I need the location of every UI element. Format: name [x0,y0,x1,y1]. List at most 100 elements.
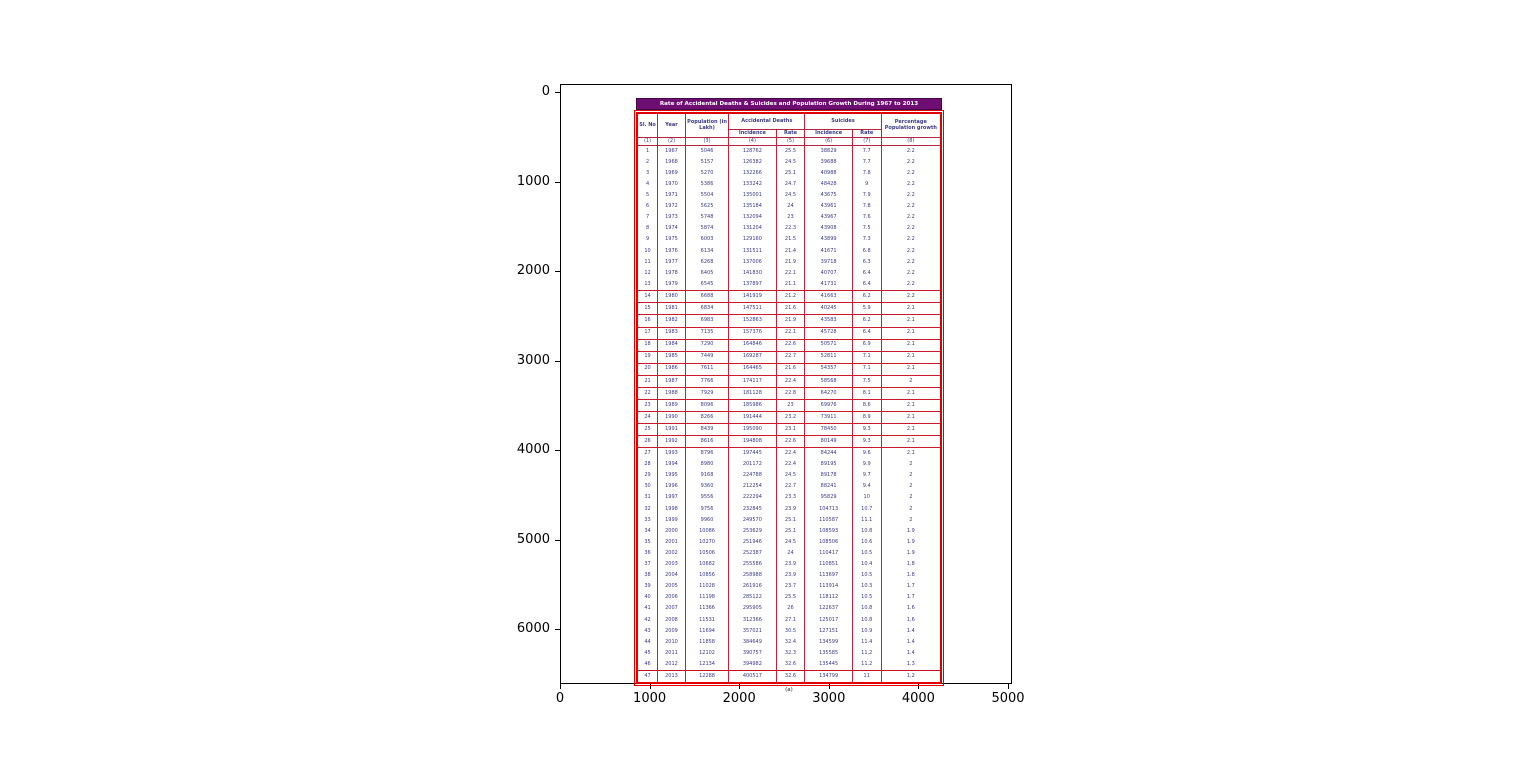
table-cell: 7449 [684,350,729,364]
table-cell: 43675 [804,190,853,202]
table-cell: 6268 [684,256,729,269]
table-cell: 11 [851,670,882,684]
table-cell: 2 [880,492,941,504]
table-cell: 13 [636,279,658,291]
table-cell: 52811 [804,350,853,364]
table-cell: 1.9 [880,526,941,538]
table-cell: 25.1 [775,515,805,527]
table-cell: 24 [775,548,805,560]
table-row: 38 2004 10856 258988 23.9 113697 10.5 1.8 [636,570,941,582]
table-row: 3 1969 5270 132266 25.1 40988 7.8 2.2 [636,168,941,180]
table-cell: 43 [636,625,658,638]
table-cell: 24.5 [775,470,805,482]
table-cell: 64270 [804,386,853,401]
table-row: 13 1979 6545 137897 21.1 41731 6.4 2.2 [636,279,941,291]
table-cell: 5386 [684,179,729,191]
table-cell: 22.8 [775,386,805,401]
table-cell: 1978 [657,268,686,280]
table-row: 44 2010 11858 384649 32.4 134599 11.4 1.4 [636,637,941,649]
table-cell: 1984 [657,338,686,352]
table-cell: 23 [775,399,805,413]
table-cell: 42 [636,614,658,626]
table-cell: 135001 [728,190,777,202]
y-tick-label: 2000 [516,263,550,278]
table-cell: 197445 [728,447,777,460]
table-cell: 95829 [804,492,853,504]
table-cell: 26 [636,435,658,449]
table-cell: 38829 [804,145,853,158]
table-cell: 137006 [728,256,777,269]
table-cell: 1970 [657,179,686,191]
table-row: 16 1982 6983 152863 21.9 43583 6.2 2.1 [636,314,941,328]
table-cell: 10.8 [851,603,882,615]
table-row: 8 1974 5874 131204 22.3 43908 7.5 2.2 [636,223,941,235]
x-tick-mark [828,684,830,689]
table-cell: 32 [636,503,658,515]
y-tick-mark [555,92,560,93]
table-cell: 2.2 [880,234,941,246]
table-cell: 2.2 [880,256,941,269]
table-cell: 10682 [684,559,729,571]
table-cell: 1971 [657,190,686,202]
table-cell: 47 [636,670,658,684]
table-cell: 6.4 [851,268,882,280]
table-cell: 5270 [684,168,729,180]
table-row: 27 1993 8796 197445 22.4 84244 9.6 2.1 [636,447,941,460]
table-cell: 2013 [657,670,686,684]
table-caption: (a) [785,687,793,694]
table-cell: 23.9 [775,570,805,582]
table-cell: 8 [636,223,658,235]
table-row: 24 1990 8266 191444 23.2 73911 8.9 2.1 [636,411,941,425]
table-cell: 10.5 [851,548,882,560]
x-tick-label: 0 [555,691,565,706]
table-cell: 23.7 [775,581,805,593]
table-cell: 384649 [728,637,777,649]
table-cell: 2.1 [880,435,941,449]
x-tick-label: 1000 [633,691,667,706]
table-cell: 1987 [657,374,686,388]
table-cell: 191444 [728,411,777,425]
table-row: 25 1991 8439 195090 23.1 78450 9.3 2.1 [636,423,941,437]
col-header-population: Population (in Lakh) [684,113,729,138]
table-cell: 24.7 [775,179,805,191]
table-row: 32 1998 9756 232845 23.9 104713 10.7 2 [636,503,941,515]
table-cell: 48428 [804,179,853,191]
y-tick-mark [555,271,560,272]
table-cell: 1985 [657,350,686,364]
table-row: 19 1985 7449 169287 22.7 52811 7.1 2.1 [636,350,941,364]
table-cell: 19 [636,350,658,364]
table-cell: 1.4 [880,648,941,660]
table-cell: 400517 [728,670,777,684]
table-cell: 147511 [728,302,777,316]
table-cell: 6834 [684,302,729,316]
table-cell: 38 [636,570,658,582]
table-cell: 7.7 [851,145,882,158]
table-cell: 7290 [684,338,729,352]
table-cell: 28 [636,459,658,471]
table-cell: 32.6 [775,670,805,684]
table-cell: 11028 [684,581,729,593]
table-cell: 10.6 [851,537,882,549]
column-number: (5) [775,137,805,146]
table-cell: 285122 [728,592,777,604]
table-cell: 8439 [684,423,729,437]
table-cell: 253629 [728,526,777,538]
table-cell: 12288 [684,670,729,684]
table-cell: 43961 [804,201,853,213]
table-cell: 232845 [728,503,777,515]
table-cell: 6.4 [851,279,882,291]
table-cell: 7766 [684,374,729,388]
table-cell: 135585 [804,648,853,660]
table-cell: 2002 [657,548,686,560]
table-cell: 21 [636,374,658,388]
table-cell: 12102 [684,648,729,660]
table-row: 43 2009 11694 357021 30.5 127151 10.9 1.4 [636,625,941,638]
table-cell: 194808 [728,435,777,449]
table-cell: 212254 [728,481,777,493]
table-row: 33 1999 9960 249570 25.1 110587 11.1 2 [636,515,941,527]
table-cell: 25 [636,423,658,437]
table-cell: 132266 [728,168,777,180]
table-cell: 7929 [684,386,729,401]
table-row: 39 2005 11028 261916 23.7 113914 10.3 1.7 [636,581,941,593]
table-cell: 22.4 [775,374,805,388]
